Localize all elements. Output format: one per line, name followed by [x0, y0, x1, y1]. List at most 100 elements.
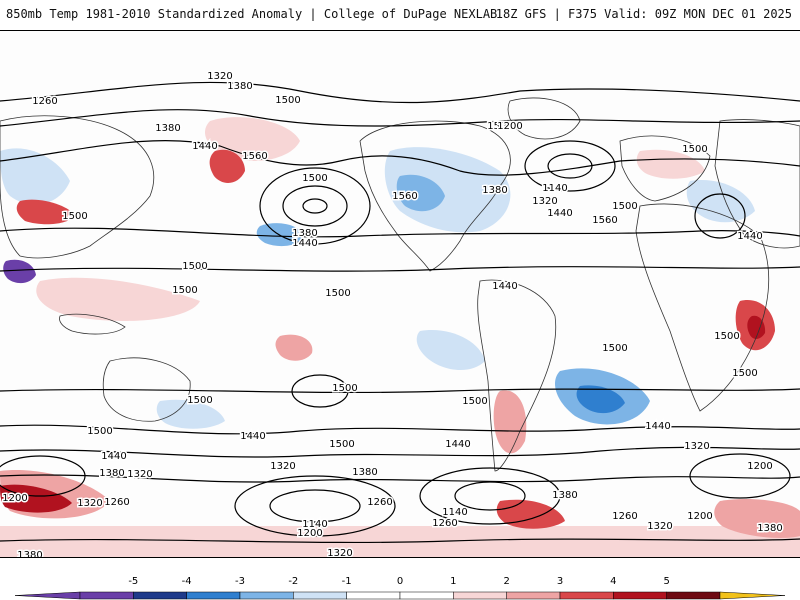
- contour-label: 1560: [592, 215, 617, 226]
- contour-label: 1380: [482, 185, 507, 196]
- contour-label: 1320: [207, 71, 232, 82]
- contour-label: 1380: [292, 228, 317, 239]
- closed-contour-south-atlantic-low-inner: [454, 481, 526, 511]
- contour-label: 1500: [325, 288, 350, 299]
- contour-line: [0, 446, 800, 458]
- colorbar: -5 -4 -3 -2 -1 0 1 2 3 4 5: [0, 568, 800, 600]
- colorbar-swatch: [79, 591, 134, 600]
- warm-anomaly-south-america: [493, 390, 527, 454]
- contour-label: 1500: [172, 285, 197, 296]
- contour-label: 1260: [32, 96, 57, 107]
- contour-line: [0, 538, 800, 544]
- asia-east-outline: [714, 119, 800, 249]
- contour-line: [0, 140, 800, 176]
- contour-label: 1440: [192, 141, 217, 152]
- colorbar-swatch: [666, 591, 721, 600]
- contour-label: 1200: [687, 511, 712, 522]
- contour-label: 1200: [497, 121, 522, 132]
- contour-line: [0, 266, 800, 272]
- contour-label: 1500: [732, 368, 757, 379]
- contour-label: 1440: [292, 238, 317, 249]
- anomaly-map[interactable]: 1320 1380 1260 1500 1380 1500 1440 1560 1500 1200…: [0, 30, 800, 558]
- colorbar-tick-label: 3: [557, 576, 563, 587]
- contour-label: 1380: [155, 123, 180, 134]
- contour-label: 1380: [17, 550, 42, 558]
- title-bar: 850mb Temp 1981-2010 Standardized Anomal…: [0, 0, 800, 28]
- closed-contour-east-low: [689, 453, 791, 499]
- australia-outline: [102, 357, 191, 422]
- colorbar-tick-label: -3: [235, 576, 245, 587]
- cold-anomaly-europe: [686, 180, 755, 223]
- warm-anomaly-southern-ocean-core: [0, 484, 72, 513]
- colorbar-swatch: [613, 591, 667, 600]
- contour-label: 1320: [647, 521, 672, 532]
- warm-anomaly-drake: [496, 499, 565, 529]
- contour-label: 1200: [747, 461, 772, 472]
- warm-anomaly-siberia: [16, 199, 75, 225]
- contour-line: [0, 109, 800, 127]
- contour-label: 1500: [187, 395, 212, 406]
- contour-line: [0, 474, 800, 483]
- contour-label: 1500: [714, 331, 739, 342]
- contour-label: 1380: [227, 81, 252, 92]
- colorbar-swatch: [346, 591, 401, 600]
- colorbar-tick-label: 5: [663, 576, 669, 587]
- closed-contour-subtropical-high: [291, 374, 349, 408]
- colorbar-tick-label: -1: [342, 576, 352, 587]
- contour-label: 1500: [682, 144, 707, 155]
- contour-label: 1500: [329, 439, 354, 450]
- contour-label: 1500: [612, 201, 637, 212]
- contour-label: 1320: [684, 441, 709, 452]
- contour-label: 1500: [487, 121, 512, 132]
- europe-outline: [619, 135, 711, 202]
- colorbar-swatch: [293, 591, 347, 600]
- contour-label: 1500: [462, 396, 487, 407]
- closed-contour-europe-high: [694, 193, 746, 239]
- cold-anomaly-north-america: [384, 147, 511, 233]
- contour-label: 1200: [2, 493, 27, 504]
- greenland-outline: [507, 97, 581, 140]
- closed-contour-pacific-high-inner: [282, 185, 348, 227]
- colorbar-swatch: [133, 591, 187, 600]
- colorbar-tick-label: -4: [182, 576, 192, 587]
- warm-anomaly-africa-core: [747, 315, 766, 339]
- closed-contour-south-pacific-low: [234, 475, 396, 537]
- closed-contour-pacific-high: [259, 167, 371, 245]
- closed-contour-south-atlantic-low: [419, 467, 561, 525]
- contour-label: 1440: [645, 421, 670, 432]
- colorbar-tick-label: 0: [397, 576, 403, 587]
- contour-label: 1560: [242, 151, 267, 162]
- contour-label: 1500: [87, 426, 112, 437]
- colorbar-swatch: [186, 591, 241, 600]
- contour-label: 1380: [352, 467, 377, 478]
- colorbar-tick-label: -2: [288, 576, 298, 587]
- warm-anomaly-tropics: [36, 277, 200, 321]
- contour-label: 1200: [297, 528, 322, 539]
- closed-contour-indian-low: [0, 455, 86, 497]
- contour-label: 1260: [104, 497, 129, 508]
- colorbar-tick-label: 4: [610, 576, 616, 587]
- cold-anomaly-south-atlantic: [576, 385, 625, 414]
- height-contours: [0, 81, 800, 544]
- contour-label: 1260: [612, 511, 637, 522]
- colorbar-tick-label: 1: [450, 576, 456, 587]
- colorbar-swatch: [399, 591, 454, 600]
- contour-label: 1320: [77, 498, 102, 509]
- contour-label: 1140: [302, 519, 327, 530]
- warm-anomaly-southern-ocean-east: [714, 499, 800, 538]
- contour-label: 1380: [757, 523, 782, 534]
- closed-contour-north-atlantic-low: [524, 140, 616, 192]
- africa-outline: [635, 203, 770, 412]
- contour-label: 1500: [332, 383, 357, 394]
- closed-contour-north-atlantic-low-inner: [547, 153, 593, 179]
- contour-label: 1560: [392, 191, 417, 202]
- colorbar-swatch: [506, 591, 561, 600]
- map-title: 850mb Temp 1981-2010 Standardized Anomal…: [6, 7, 498, 21]
- contour-line: [0, 81, 800, 104]
- cold-anomaly-indian-ocean: [156, 399, 225, 429]
- warm-anomaly-alaska: [205, 117, 300, 161]
- contour-label: 1320: [327, 548, 352, 558]
- contour-label: 1380: [99, 468, 124, 479]
- contour-label: 1320: [270, 461, 295, 472]
